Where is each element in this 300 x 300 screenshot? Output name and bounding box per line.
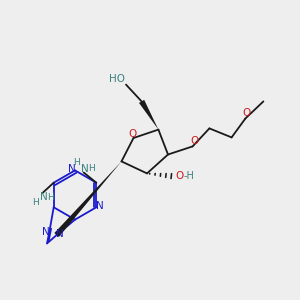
Text: O: O bbox=[128, 129, 136, 139]
Text: HO: HO bbox=[109, 74, 125, 84]
Text: H: H bbox=[88, 164, 95, 173]
Text: H: H bbox=[32, 198, 39, 207]
Text: N: N bbox=[96, 201, 104, 212]
Text: N: N bbox=[68, 164, 75, 175]
Polygon shape bbox=[54, 161, 122, 237]
Text: N: N bbox=[81, 164, 89, 174]
Text: N: N bbox=[40, 192, 48, 202]
Text: O: O bbox=[243, 108, 251, 118]
Text: -H: -H bbox=[184, 171, 194, 182]
Text: N: N bbox=[42, 226, 50, 236]
Text: H: H bbox=[47, 193, 54, 202]
Text: O: O bbox=[175, 171, 184, 182]
Text: H: H bbox=[74, 158, 80, 167]
Text: N: N bbox=[56, 230, 64, 239]
Text: O: O bbox=[190, 136, 198, 146]
Polygon shape bbox=[139, 100, 158, 130]
